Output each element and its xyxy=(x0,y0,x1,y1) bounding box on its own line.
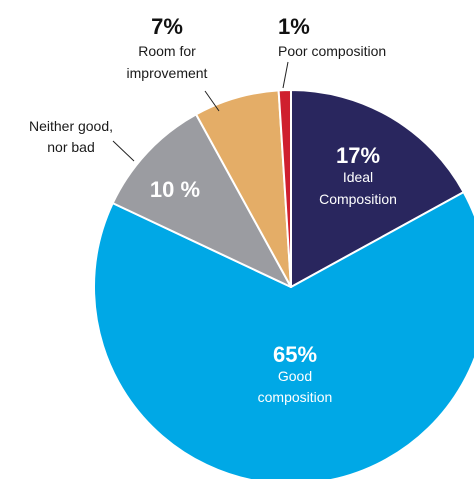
labels-layer: 17%Ideal Composition 65%Good composition 10 … xyxy=(29,14,397,405)
slice-category-label-poor: Poor composition xyxy=(278,43,386,59)
slice-category-label-ideal: Ideal xyxy=(343,169,373,185)
slice-category-label-room: improvement xyxy=(127,65,208,81)
slice-value-label-room: 7% xyxy=(151,14,183,39)
leader-line-neither xyxy=(112,140,135,162)
slice-category-label-neither: nor bad xyxy=(47,139,94,155)
slice-category-label-ideal: Composition xyxy=(319,191,397,207)
pie-slice-neither xyxy=(111,113,292,288)
slice-value-label-ideal: 17% xyxy=(336,143,380,168)
slice-value-label-neither: 10 % xyxy=(150,177,200,202)
slice-value-label-good: 65% xyxy=(273,342,317,367)
leader-line-poor xyxy=(282,61,289,89)
slice-category-label-neither: Neither good, xyxy=(29,118,113,134)
leader-line-room xyxy=(204,90,220,112)
pie-slice-poor xyxy=(277,89,292,288)
slice-category-label-good: Good xyxy=(278,368,312,384)
slice-category-label-room: Room for xyxy=(138,43,196,59)
slices-layer xyxy=(93,89,474,484)
slice-value-label-poor: 1% xyxy=(278,14,310,39)
leader-lines-layer xyxy=(112,61,289,162)
slice-category-label-good: composition xyxy=(258,389,333,405)
pie-slice-ideal xyxy=(290,89,465,288)
